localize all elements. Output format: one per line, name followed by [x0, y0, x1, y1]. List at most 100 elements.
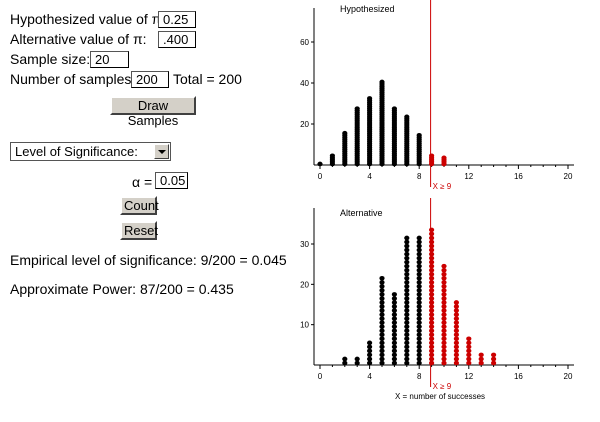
alternative-data-dot [404, 316, 410, 321]
alternative-data-dot [453, 344, 459, 350]
alternative-value-label: Alternative value of π: [10, 31, 147, 47]
alternative-data-dot [391, 292, 397, 297]
alternative-data-dot [404, 340, 410, 346]
hypothesized-y-tick-label: 20 [300, 120, 309, 129]
alternative-data-dot [478, 352, 484, 358]
hypothesized-threshold-label: X ≥ 9 [433, 182, 452, 191]
alternative-data-dot [416, 263, 422, 269]
alternative-data-dot [466, 344, 472, 350]
alternative-data-dot [429, 251, 435, 257]
hypothesized-y-tick-label: 60 [300, 38, 309, 47]
alternative-data-dot [429, 227, 435, 233]
alternative-y-tick-label: 30 [300, 240, 309, 249]
alternative-data-dot [367, 356, 373, 362]
alternative-data-dot [466, 348, 472, 354]
alternative-data-dot [367, 360, 373, 366]
alternative-data-dot [416, 352, 422, 358]
alternative-data-dot [391, 320, 397, 325]
alternative-x-tick-label: 12 [464, 372, 473, 381]
alternative-data-dot [416, 275, 422, 281]
alternative-data-dot [379, 312, 385, 317]
total-text: Total = 200 [173, 71, 242, 87]
alternative-data-dot [429, 296, 435, 301]
alternative-data-dot [429, 284, 435, 289]
alternative-data-dot [367, 344, 373, 350]
alternative-data-dot [416, 316, 422, 321]
alternative-data-dot [453, 300, 459, 305]
alternative-data-dot [429, 292, 435, 297]
alternative-data-dot [416, 284, 422, 289]
alternative-data-dot [404, 263, 410, 269]
alternative-data-dot [379, 340, 385, 346]
alternative-data-dot [391, 340, 397, 346]
alpha-input[interactable] [155, 172, 188, 189]
alternative-data-dot [391, 312, 397, 317]
alternative-data-dot [404, 296, 410, 301]
alternative-data-dot [354, 356, 360, 362]
alternative-data-dot [491, 356, 497, 362]
alternative-data-dot [441, 271, 447, 277]
alternative-data-dot [416, 235, 422, 241]
alternative-data-dot [404, 247, 410, 253]
alternative-data-dot [416, 296, 422, 301]
alternative-data-dot [416, 356, 422, 362]
alternative-data-dot [453, 324, 459, 329]
alternative-data-dot [416, 312, 422, 317]
alternative-data-dot [429, 348, 435, 354]
alternative-data-dot [441, 288, 447, 293]
chevron-down-icon[interactable] [154, 144, 169, 159]
hypothesized-x-tick-label: 16 [514, 172, 523, 181]
alternative-data-dot [416, 320, 422, 325]
alternative-data-dot [416, 243, 422, 249]
alternative-data-dot [429, 328, 435, 334]
alternative-data-dot [416, 255, 422, 261]
alternative-data-dot [429, 324, 435, 329]
sample-size-input[interactable] [90, 51, 129, 68]
alternative-data-dot [404, 251, 410, 257]
hypothesized-chart-title: Hypothesized [340, 4, 395, 14]
hypothesized-data-dot [367, 96, 373, 101]
alternative-data-dot [416, 336, 422, 342]
alternative-data-dot [379, 328, 385, 334]
alternative-data-dot [429, 312, 435, 317]
alternative-data-dot [367, 352, 373, 358]
hypothesized-value-input[interactable] [158, 11, 196, 28]
alternative-data-dot [342, 356, 348, 362]
alternative-data-dot [404, 320, 410, 325]
alternative-data-dot [404, 356, 410, 362]
alternative-data-dot [429, 308, 435, 313]
alternative-data-dot [441, 320, 447, 325]
alternative-data-dot [404, 304, 410, 309]
alternative-data-dot [416, 308, 422, 313]
alternative-data-dot [429, 255, 435, 261]
alternative-data-dot [391, 356, 397, 362]
statistic-select[interactable]: Level of Significance: [10, 142, 171, 161]
alternative-data-dot [429, 300, 435, 305]
alternative-x-tick-label: 20 [564, 372, 573, 381]
statistic-select-value: Level of Significance: [15, 144, 138, 159]
alternative-data-dot [453, 308, 459, 313]
alternative-data-dot [466, 360, 472, 366]
alternative-data-dot [379, 352, 385, 358]
alternative-data-dot [441, 344, 447, 350]
alternative-value-input[interactable] [158, 31, 196, 48]
alternative-data-dot [354, 360, 360, 366]
number-of-samples-label: Number of samples: [10, 71, 136, 87]
alternative-data-dot [379, 304, 385, 309]
alternative-data-dot [441, 267, 447, 273]
reset-button[interactable]: Reset [120, 221, 158, 240]
hypothesized-data-dot [416, 132, 422, 138]
alternative-data-dot [416, 239, 422, 245]
alternative-y-tick-label: 20 [300, 280, 309, 289]
alternative-data-dot [379, 284, 385, 289]
alternative-x-tick-label: 4 [367, 372, 372, 381]
draw-samples-button[interactable]: Draw Samples [110, 96, 196, 128]
alternative-data-dot [379, 320, 385, 325]
count-button[interactable]: Count [120, 196, 159, 215]
alternative-data-dot [429, 332, 435, 338]
alternative-data-dot [441, 312, 447, 317]
alternative-data-dot [453, 316, 459, 321]
alternative-data-dot [391, 348, 397, 354]
number-of-samples-input[interactable] [131, 71, 169, 88]
